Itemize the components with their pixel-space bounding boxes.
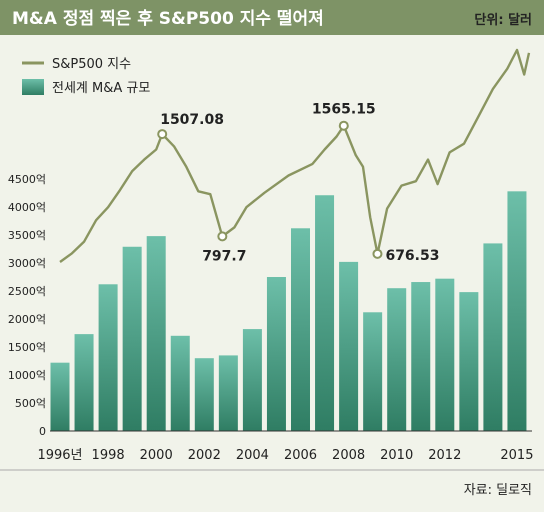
y-tick-label: 2000억 [8,313,46,326]
bar-ma-1999 [122,246,142,431]
x-tick-label: 2012 [428,448,461,463]
x-tick-label: 2008 [332,448,365,463]
x-tick-label: 1996년 [37,448,82,463]
annotation-marker [372,248,383,259]
bar-ma-2002 [194,358,214,431]
chart-title: M&A 정점 찍은 후 S&P500 지수 떨어져 [12,8,324,29]
bar-ma-2001 [170,335,190,431]
y-axis-ticks: 0 500억 1000억 1500억 2000억 2500억 3000억 3500억 4000억… [8,173,46,438]
annotation-label: 1565.15 [312,102,376,118]
bar-series [50,191,527,431]
bar-ma-2008 [339,261,359,431]
bar-ma-2012 [435,278,455,431]
annotation-marker [217,231,228,242]
line-series [59,48,531,263]
bar-ma-2003 [218,355,238,431]
y-tick-label: 3000억 [8,257,46,270]
annotation-marker [338,120,349,131]
bar-ma-2015 [507,191,527,431]
y-tick-label: 1500억 [8,341,46,354]
bar-ma-2007 [315,195,335,431]
bar-ma-2010 [387,288,407,431]
bar-ma-2000 [146,236,166,431]
x-tick-label: 2006 [284,448,317,463]
bar-ma-1997 [74,334,94,431]
bar-ma-2013 [459,292,479,431]
bar-ma-2011 [411,282,431,431]
bar-ma-2006 [291,228,310,431]
x-tick-label: 2010 [380,448,413,463]
annotation-label: 676.53 [385,248,439,264]
legend-sp500-label: S&P500 지수 [52,57,131,72]
x-tick-label: 2015 [500,448,533,463]
annotation-marker [157,129,168,140]
annotation-label: 1507.08 [160,112,224,128]
y-tick-label: 1000억 [8,369,46,382]
y-tick-label: 3500억 [8,229,46,242]
x-tick-label: 2002 [188,448,221,463]
y-tick-label: 4500억 [8,173,46,186]
y-tick-label: 500억 [15,397,46,410]
x-axis-ticks: 1996년 1998 2000 2002 2004 2006 2008 2010 2012 201… [37,448,533,463]
bar-ma-1996 [50,362,70,431]
annotation-label: 797.7 [202,248,246,264]
x-tick-label: 2000 [140,448,173,463]
annotations: 1507.08 797.7 1565.15 676.53 [157,102,439,264]
bar-ma-2005 [266,277,286,431]
bar-ma-2014 [483,243,503,431]
bar-ma-2009 [363,312,383,431]
y-tick-label: 0 [39,425,46,438]
unit-label: 단위: 달러 [474,12,532,28]
source-label: 자료: 딜로직 [464,483,532,498]
bar-ma-2004 [242,329,262,431]
x-tick-label: 1998 [92,448,125,463]
y-tick-label: 2500억 [8,285,46,298]
sp500-line [59,48,531,263]
x-tick-label: 2004 [236,448,269,463]
bar-ma-1998 [98,284,118,431]
legend-ma-label: 전세계 M&A 규모 [52,81,150,96]
legend-bar-swatch [22,79,44,95]
y-tick-label: 4000억 [8,201,46,214]
title-bar [0,0,544,35]
